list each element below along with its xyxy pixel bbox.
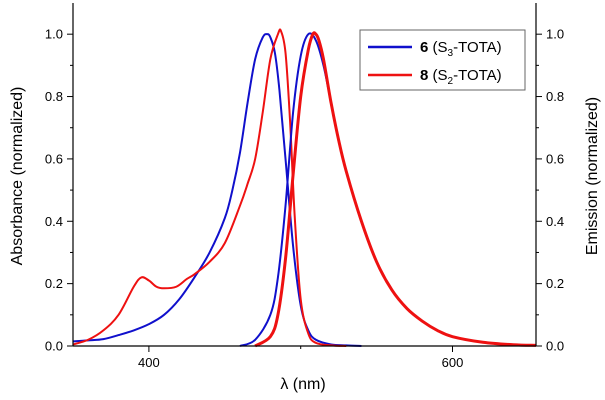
x-tick-label-400: 400 [138, 355, 160, 370]
series-line-6-absorbance [72, 33, 362, 347]
y-tick-label-right-0.8: 0.8 [546, 89, 564, 104]
y-tick-label-right-0.0: 0.0 [546, 339, 564, 354]
y-tick-label-left-0.0: 0.0 [45, 339, 63, 354]
y-tick-label-right-1.0: 1.0 [546, 27, 564, 42]
tick-layer: 400 600 0.0 0.0 0.2 0.2 0.4 0.4 0.6 0.6 0.8 0.8 1.0 1… [45, 27, 564, 370]
y-axis-title-right: Emission (normalized) [584, 97, 601, 255]
legend-box [359, 29, 526, 91]
series-line-8-emission [254, 31, 537, 348]
y-tick-label-right-0.2: 0.2 [546, 276, 564, 291]
curve-layer [72, 28, 537, 348]
y-tick-label-left-1.0: 1.0 [45, 27, 63, 42]
y-tick-label-right-0.4: 0.4 [546, 214, 564, 229]
axes-layer [72, 3, 537, 347]
y-tick-label-left-0.8: 0.8 [45, 89, 63, 104]
x-tick-label-600: 600 [442, 355, 464, 370]
series-line-8-absorbance [72, 28, 347, 347]
legend-label-8: 8 (S2-TOTA) [420, 67, 502, 87]
y-tick-label-right-0.6: 0.6 [546, 151, 564, 166]
y-tick-label-left-0.4: 0.4 [45, 214, 63, 229]
y-tick-label-left-0.6: 0.6 [45, 151, 63, 166]
x-axis-title: λ (nm) [280, 376, 325, 393]
legend-label-6: 6 (S3-TOTA) [420, 39, 502, 59]
y-axis-title-left: Absorbance (normalized) [9, 87, 26, 266]
legend: 6 (S3-TOTA) 8 (S2-TOTA) [359, 29, 526, 91]
y-tick-label-left-0.2: 0.2 [45, 276, 63, 291]
